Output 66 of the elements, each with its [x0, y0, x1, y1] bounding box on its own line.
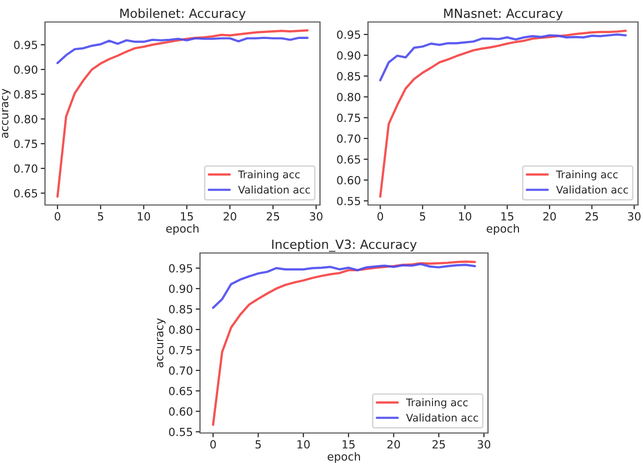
- y-tick-label: 0.65: [337, 155, 360, 164]
- x-tick-label: 25: [586, 212, 598, 221]
- y-tick-label: 0.70: [14, 164, 38, 173]
- y-axis-title: accuracy: [157, 318, 166, 368]
- y-tick-label: 0.95: [169, 264, 192, 273]
- line-series: [379, 30, 627, 198]
- x-tick-label: 10: [138, 212, 150, 221]
- x-tick-label: 30: [628, 212, 641, 221]
- y-tick-label: 0.90: [14, 65, 38, 74]
- y-tick-label: 0.80: [169, 325, 192, 334]
- y-tick-label: 0.55: [337, 196, 360, 206]
- x-tick-label: 20: [224, 212, 236, 221]
- y-tick-label: 0.85: [337, 72, 360, 80]
- line-series: [56, 29, 309, 198]
- x-tick-label: 5: [256, 440, 261, 449]
- legend-label: Training acc: [238, 170, 300, 180]
- legend-label: Validation acc: [238, 186, 310, 194]
- x-tick-label: 25: [266, 212, 280, 221]
- y-tick-label: 0.55: [169, 428, 192, 436]
- x-tick-label: 10: [298, 440, 310, 449]
- legend-label: Validation acc: [406, 414, 478, 422]
- y-tick-label: 0.75: [337, 114, 360, 122]
- x-tick-label: 10: [459, 212, 472, 221]
- chart-title: MNasnet: Accuracy: [444, 8, 563, 20]
- y-tick-label: 0.95: [14, 40, 38, 50]
- y-tick-label: 0.80: [337, 92, 360, 102]
- x-tick-label: 5: [98, 212, 104, 221]
- y-tick-label: 0.60: [337, 176, 360, 184]
- y-tick-label: 0.65: [169, 386, 192, 396]
- y-tick-label: 0.85: [169, 305, 192, 314]
- x-tick-label: 30: [478, 440, 490, 449]
- y-tick-label: 0.65: [14, 189, 38, 198]
- chart-title: Mobilenet: Accuracy: [120, 8, 246, 20]
- y-tick-label: 0.75: [169, 346, 192, 354]
- legend-label: Validation acc: [556, 186, 628, 194]
- x-tick-label: 15: [501, 212, 514, 221]
- legend-label: Training acc: [406, 398, 468, 408]
- x-tick-label: 15: [342, 440, 355, 449]
- line-series: [56, 36, 309, 64]
- y-axis-title: accuracy: [2, 88, 11, 138]
- line-series: [212, 260, 476, 426]
- y-tick-label: 0.75: [14, 140, 38, 148]
- x-tick-label: 30: [310, 212, 322, 221]
- x-tick-label: 20: [387, 440, 400, 449]
- x-axis-title: epoch: [328, 452, 360, 463]
- x-tick-label: 0: [210, 440, 216, 449]
- x-tick-label: 25: [432, 440, 445, 449]
- chart-title: Inception_V3: Accuracy: [272, 239, 417, 252]
- y-tick-label: 0.70: [169, 366, 192, 375]
- y-tick-label: 0.70: [337, 134, 360, 143]
- line-series: [212, 262, 476, 309]
- x-tick-label: 5: [420, 212, 426, 221]
- legend-label: Training acc: [556, 170, 618, 180]
- x-axis-title: epoch: [486, 224, 519, 235]
- y-tick-label: 0.90: [337, 51, 360, 60]
- x-tick-label: 15: [180, 212, 193, 221]
- x-axis-title: epoch: [166, 224, 198, 235]
- y-tick-label: 0.95: [337, 30, 360, 39]
- line-series: [379, 33, 627, 82]
- y-tick-label: 0.85: [14, 90, 38, 99]
- y-tick-label: 0.60: [169, 407, 192, 416]
- y-tick-label: 0.80: [14, 114, 38, 124]
- x-tick-label: 20: [543, 212, 556, 221]
- x-tick-label: 0: [377, 212, 384, 221]
- y-tick-label: 0.90: [169, 284, 192, 293]
- x-tick-label: 0: [54, 212, 60, 221]
